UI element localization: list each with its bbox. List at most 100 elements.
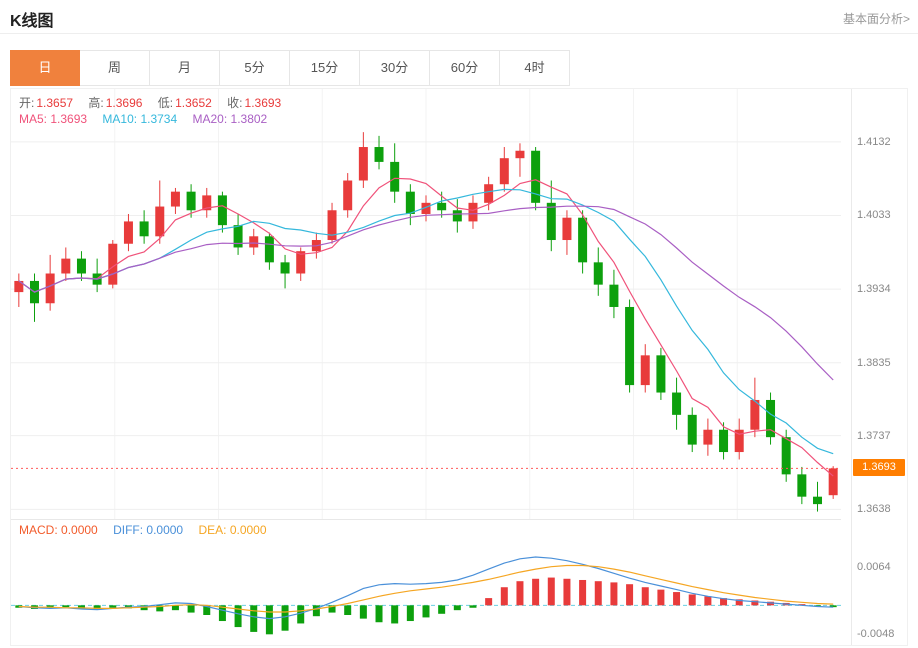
candle-body (531, 150, 541, 203)
macd-histogram-bar (344, 605, 352, 615)
candle-body (61, 258, 71, 274)
low-value: 1.3652 (175, 96, 212, 110)
candle-body (546, 202, 556, 241)
candle-body (781, 437, 791, 475)
tab-min60[interactable]: 60分 (430, 50, 500, 86)
macd-histogram-bar (312, 605, 320, 617)
macd-histogram-bar (281, 605, 289, 631)
candle-body (390, 161, 400, 192)
macd-histogram-bar (250, 605, 258, 632)
tab-week[interactable]: 周 (80, 50, 150, 86)
ma5-readout: MA5: 1.3693 (19, 112, 88, 126)
candle-body (296, 251, 306, 274)
macd-histogram-bar (93, 605, 101, 609)
dea-value-readout: DEA: 0.0000 (198, 523, 267, 537)
macd-histogram-bar (641, 587, 649, 606)
macd-histogram-bar (735, 599, 743, 606)
ma-readout: MA5: 1.3693 MA10: 1.3734 MA20: 1.3802 (19, 112, 279, 126)
candle-body (734, 429, 744, 453)
close-value: 1.3693 (244, 96, 282, 110)
price-axis-label: 1.4033 (857, 209, 891, 222)
candle-body (797, 474, 807, 497)
candle-body (766, 399, 776, 438)
candle-body (625, 306, 635, 386)
candle-body (343, 180, 353, 211)
open-value: 1.3657 (36, 96, 74, 110)
macd-histogram-bar (453, 605, 461, 611)
candle-body (374, 147, 384, 162)
tab-min30[interactable]: 30分 (360, 50, 430, 86)
macd-histogram-bar (547, 577, 555, 606)
candle-body (640, 355, 650, 386)
macd-histogram-bar (688, 594, 696, 606)
macd-histogram-bar (46, 605, 54, 608)
macd-histogram-bar (610, 582, 618, 606)
candle-body (217, 195, 227, 226)
candle-body (515, 150, 525, 159)
candle-body (405, 191, 415, 214)
macd-histogram-bar (359, 605, 367, 619)
macd-readout: MACD: 0.0000 DIFF: 0.0000 DEA: 0.0000 (19, 523, 279, 537)
tab-day[interactable]: 日 (10, 50, 80, 86)
ma20-line (18, 205, 834, 381)
price-axis-label: 1.3835 (857, 356, 891, 369)
price-axis-label: 1.4132 (857, 135, 891, 148)
macd-histogram-bar (234, 605, 242, 628)
macd-value-readout: MACD: 0.0000 (19, 523, 98, 537)
chart-area[interactable]: 开: 1.3657 高: 1.3696 低: 1.3652 收: 1.3693 MA5:… (10, 88, 908, 646)
fundamental-analysis-link[interactable]: 基本面分析> (842, 12, 910, 26)
macd-histogram-bar (156, 605, 164, 612)
y-axis: 1.4132 1.4033 1.3934 1.3835 1.3737 1.3638 0.00… (857, 89, 909, 645)
candle-body (249, 236, 259, 248)
macd-histogram-bar (77, 605, 85, 609)
candle-body (155, 206, 165, 237)
axis-divider (851, 89, 852, 645)
page-title: K线图 (10, 13, 54, 30)
tab-hour4[interactable]: 4时 (500, 50, 570, 86)
macd-axis-label: -0.0048 (857, 628, 895, 641)
candle-body (186, 191, 196, 211)
macd-histogram-bar (328, 605, 336, 613)
macd-histogram-bar (751, 600, 759, 606)
ohlc-readout: 开: 1.3657 高: 1.3696 低: 1.3652 收: 1.3693 (19, 94, 293, 111)
price-axis-label: 1.3638 (857, 503, 891, 516)
tab-min15[interactable]: 15分 (290, 50, 360, 86)
diff-line (18, 556, 834, 620)
candle-body (327, 210, 337, 241)
macd-histogram-bar (720, 598, 728, 606)
low-label: 低: (157, 96, 174, 110)
ma10-readout: MA10: 1.3734 (102, 112, 178, 126)
candle-body (750, 399, 760, 430)
candle-body (484, 184, 494, 203)
candle-body (468, 202, 478, 222)
close-label: 收: (227, 96, 243, 110)
candle-body (264, 236, 274, 263)
macd-histogram-bar (297, 605, 305, 624)
panel-divider (11, 519, 841, 520)
macd-histogram-bar (438, 605, 446, 614)
widget-header: K线图 基本面分析> (0, 0, 918, 34)
price-chart[interactable] (11, 89, 841, 519)
macd-histogram-bar (767, 601, 775, 606)
tab-month[interactable]: 月 (150, 50, 220, 86)
macd-histogram-bar (406, 605, 414, 622)
macd-histogram-bar (594, 581, 602, 606)
candle-body (687, 414, 697, 445)
candle-body (656, 355, 666, 393)
macd-histogram-bar (626, 584, 634, 606)
macd-chart[interactable] (11, 519, 841, 647)
candle-body (45, 273, 55, 304)
tab-min5[interactable]: 5分 (220, 50, 290, 86)
candle-body (123, 221, 133, 244)
dea-line (18, 564, 834, 613)
candle-body (437, 202, 447, 211)
candle-body (719, 429, 729, 453)
open-label: 开: (19, 96, 35, 110)
macd-histogram-bar (516, 581, 524, 606)
macd-histogram-bar (579, 579, 587, 606)
macd-histogram-bar (485, 598, 493, 606)
high-value: 1.3696 (105, 96, 143, 110)
candle-body (672, 392, 682, 415)
candle-body (170, 191, 180, 207)
ma5-line (18, 177, 834, 477)
